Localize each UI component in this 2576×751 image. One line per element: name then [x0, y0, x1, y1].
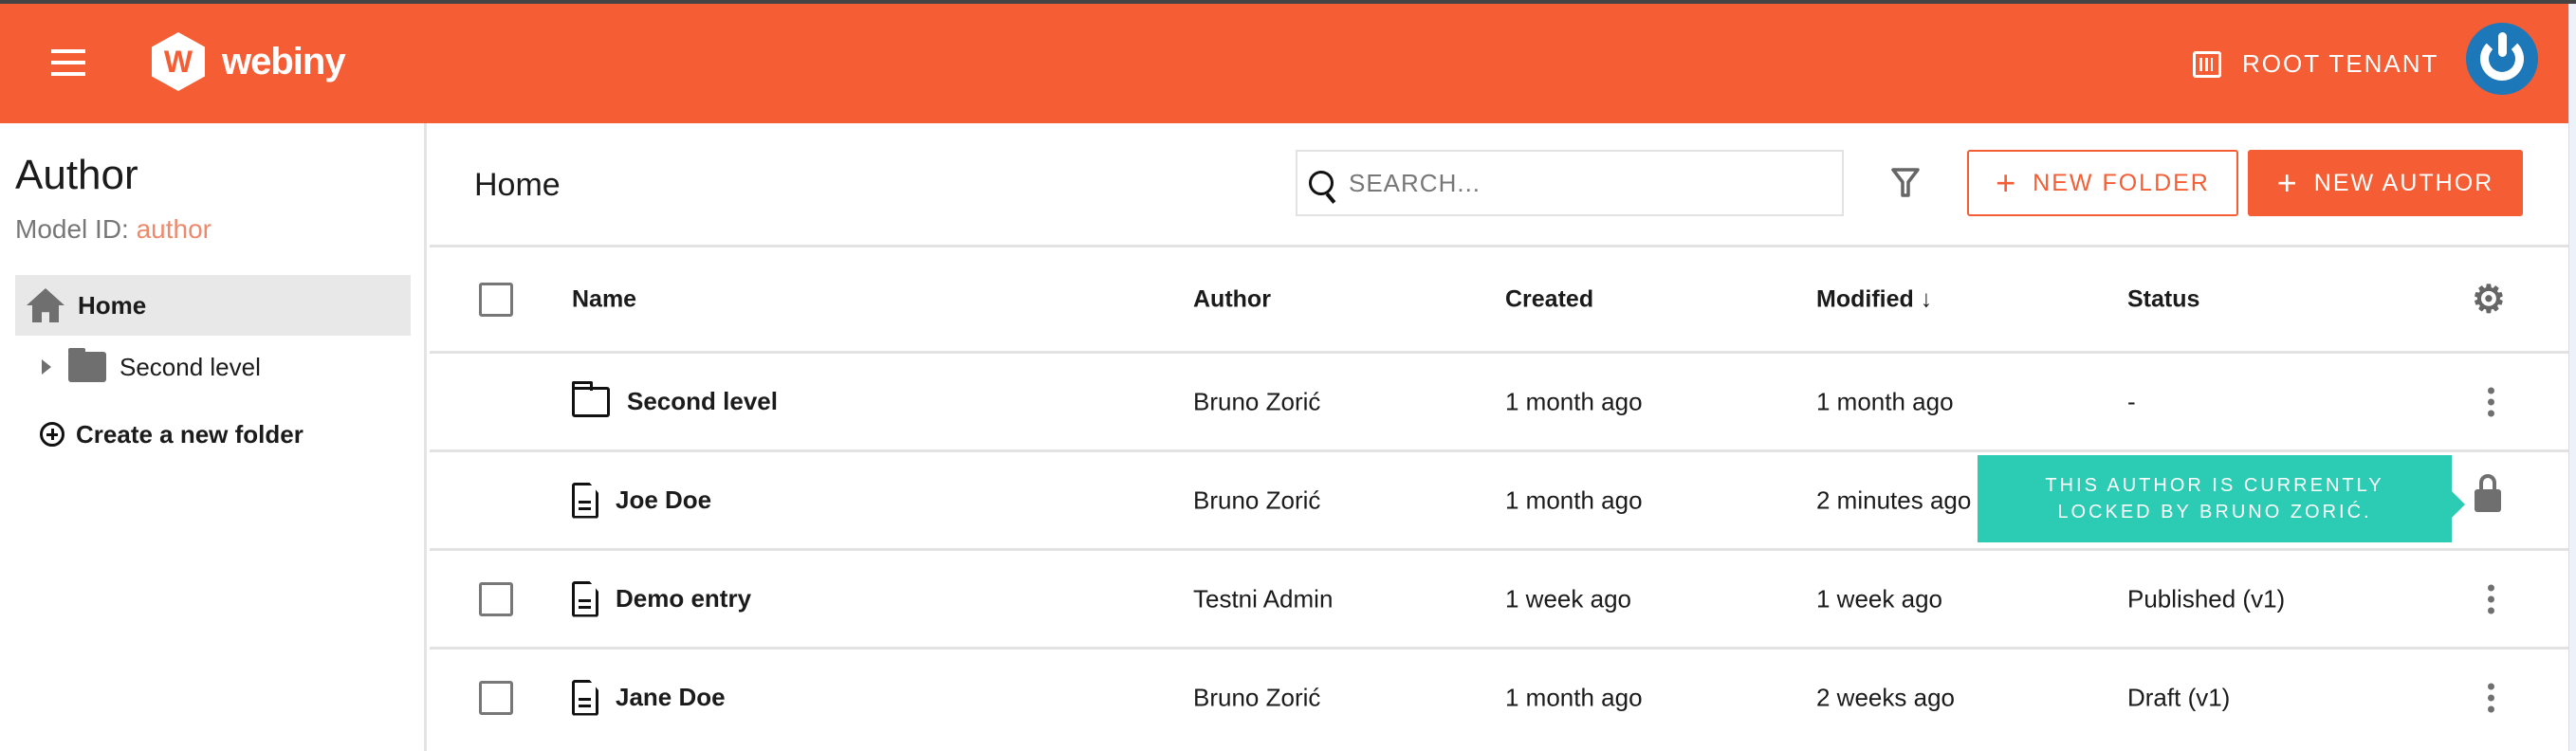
power-icon — [2480, 32, 2524, 81]
row-status: Draft (v1) — [2127, 683, 2231, 711]
row-name: Joe Doe — [572, 482, 712, 519]
column-modified-label: Modified — [1816, 285, 1914, 312]
row-name-text: Joe Doe — [616, 485, 712, 514]
row-author: Testni Admin — [1193, 584, 1334, 613]
sidebar-item-label: Home — [78, 290, 147, 320]
row-checkbox[interactable] — [479, 581, 513, 616]
search-input[interactable] — [1349, 168, 1804, 198]
lock-icon[interactable] — [2475, 474, 2501, 512]
user-avatar[interactable] — [2466, 23, 2538, 95]
home-icon — [27, 288, 64, 322]
tenant-label: ROOT TENANT — [2242, 49, 2439, 78]
tenant-selector[interactable]: ROOT TENANT — [2193, 49, 2438, 79]
row-author: Bruno Zorić — [1193, 387, 1321, 415]
model-id-value: author — [136, 214, 212, 244]
row-author: Bruno Zorić — [1193, 485, 1321, 514]
new-folder-label: NEW FOLDER — [2033, 169, 2210, 196]
plus-icon: + — [2276, 163, 2299, 202]
scrollbar[interactable] — [2568, 4, 2576, 751]
sidebar-item-label: Second level — [120, 352, 261, 381]
row-created: 1 month ago — [1505, 387, 1643, 415]
model-title: Author — [15, 152, 138, 198]
entries-table: Name Author Created Modified ↓ Status ⚙ … — [430, 245, 2568, 745]
table-row[interactable]: Demo entry Testni Admin 1 week ago 1 wee… — [430, 548, 2568, 647]
row-modified: 2 weeks ago — [1816, 683, 1955, 711]
row-checkbox[interactable] — [479, 680, 513, 715]
row-name-text: Demo entry — [616, 584, 752, 613]
building-icon — [2193, 50, 2221, 78]
add-circle-icon — [40, 422, 64, 447]
row-name: Second level — [572, 380, 778, 417]
window-top-strip — [0, 0, 2576, 4]
row-modified: 2 minutes ago — [1816, 485, 1972, 514]
select-all-checkbox[interactable] — [479, 282, 513, 317]
webiny-logo[interactable]: W webiny — [152, 32, 346, 91]
sort-down-icon: ↓ — [1920, 285, 1933, 312]
page-title: Home — [474, 167, 561, 203]
document-icon — [572, 580, 598, 617]
document-icon — [572, 679, 598, 716]
row-modified: 1 month ago — [1816, 387, 1954, 415]
row-name-text: Second level — [627, 387, 778, 415]
column-status[interactable]: Status — [2127, 285, 2200, 312]
new-author-label: NEW AUTHOR — [2313, 169, 2494, 196]
row-created: 1 month ago — [1505, 485, 1643, 514]
column-created[interactable]: Created — [1505, 285, 1594, 312]
sidebar: Author Model ID: author Home Second leve… — [0, 123, 427, 751]
table-header: Name Author Created Modified ↓ Status ⚙ — [430, 245, 2568, 351]
row-author: Bruno Zorić — [1193, 683, 1321, 711]
row-name: Demo entry — [572, 580, 752, 617]
column-modified[interactable]: Modified ↓ — [1816, 285, 1932, 313]
expand-arrow-icon[interactable] — [42, 359, 51, 375]
row-modified: 1 week ago — [1816, 584, 1942, 613]
model-id: Model ID: author — [15, 214, 212, 245]
new-folder-button[interactable]: + NEW FOLDER — [1967, 150, 2238, 216]
search-icon — [1309, 171, 1334, 195]
new-author-button[interactable]: + NEW AUTHOR — [2248, 150, 2523, 216]
gear-icon[interactable]: ⚙ — [2472, 278, 2506, 321]
column-author[interactable]: Author — [1193, 285, 1271, 312]
table-row[interactable]: Jane Doe Bruno Zorić 1 month ago 2 weeks… — [430, 647, 2568, 745]
lock-tooltip: THIS AUTHOR IS CURRENTLY LOCKED BY BRUNO… — [1978, 455, 2465, 542]
row-status: Published (v1) — [2127, 584, 2286, 613]
table-row[interactable]: Second level Bruno Zorić 1 month ago 1 m… — [430, 351, 2568, 449]
create-folder-label: Create a new folder — [76, 419, 304, 449]
top-bar: W webiny ROOT TENANT — [0, 4, 2568, 123]
more-options-icon[interactable] — [2488, 584, 2495, 614]
row-created: 1 week ago — [1505, 584, 1631, 613]
folder-outline-icon — [572, 380, 610, 417]
table-row[interactable]: Joe Doe Bruno Zorić 1 month ago 2 minute… — [430, 449, 2568, 548]
logo-hexagon-icon: W — [152, 32, 205, 91]
main-content: Home + NEW FOLDER + NEW AUTHOR Name Author… — [430, 123, 2568, 751]
document-icon — [572, 482, 598, 519]
column-name[interactable]: Name — [572, 285, 637, 312]
model-id-label: Model ID: — [15, 214, 129, 244]
search-box[interactable] — [1296, 150, 1844, 216]
row-name: Jane Doe — [572, 679, 726, 716]
filter-icon[interactable] — [1890, 167, 1921, 199]
more-options-icon[interactable] — [2488, 683, 2495, 712]
sidebar-item-second-level[interactable]: Second level — [15, 337, 411, 397]
row-created: 1 month ago — [1505, 683, 1643, 711]
row-status: - — [2127, 387, 2136, 415]
sidebar-item-home[interactable]: Home — [15, 275, 411, 336]
create-folder-button[interactable]: Create a new folder — [15, 404, 411, 465]
row-name-text: Jane Doe — [616, 683, 726, 711]
logo-text: webiny — [222, 40, 346, 82]
plus-icon: + — [1996, 163, 2018, 202]
more-options-icon[interactable] — [2488, 387, 2495, 416]
menu-icon[interactable] — [51, 49, 85, 76]
folder-icon — [68, 348, 106, 382]
